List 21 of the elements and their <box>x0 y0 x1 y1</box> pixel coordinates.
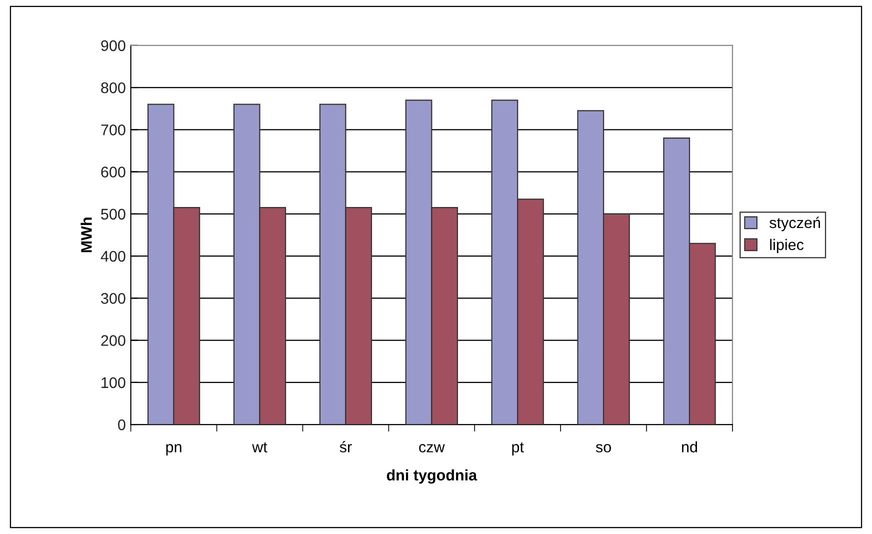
y-tick-label: 700 <box>101 124 126 136</box>
y-tick-label: 200 <box>101 335 126 346</box>
y-tick-label: 300 <box>101 293 126 304</box>
x-tick-label: pn <box>166 444 182 456</box>
legend-label: styczeń <box>770 216 820 232</box>
y-tick-label: 100 <box>102 377 126 388</box>
x-axis-title: dni tygodnia <box>386 469 478 484</box>
x-tick-label: so <box>596 444 611 452</box>
y-tick-label: 900 <box>101 40 126 52</box>
y-tick-label: 500 <box>101 208 126 220</box>
x-tick-label: pt <box>512 442 524 456</box>
x-tick-label: nd <box>682 441 698 452</box>
x-tick-label: wt <box>252 442 268 452</box>
y-axis-title: MWh <box>80 218 92 252</box>
legend-label: lipiec <box>770 238 804 254</box>
y-tick-label: 800 <box>101 82 126 94</box>
x-tick-label: czw <box>419 444 445 452</box>
y-tick-label: 0 <box>118 419 126 430</box>
x-tick-label: śr <box>340 441 352 452</box>
y-tick-label: 400 <box>100 250 126 262</box>
y-tick-label: 600 <box>101 166 126 178</box>
